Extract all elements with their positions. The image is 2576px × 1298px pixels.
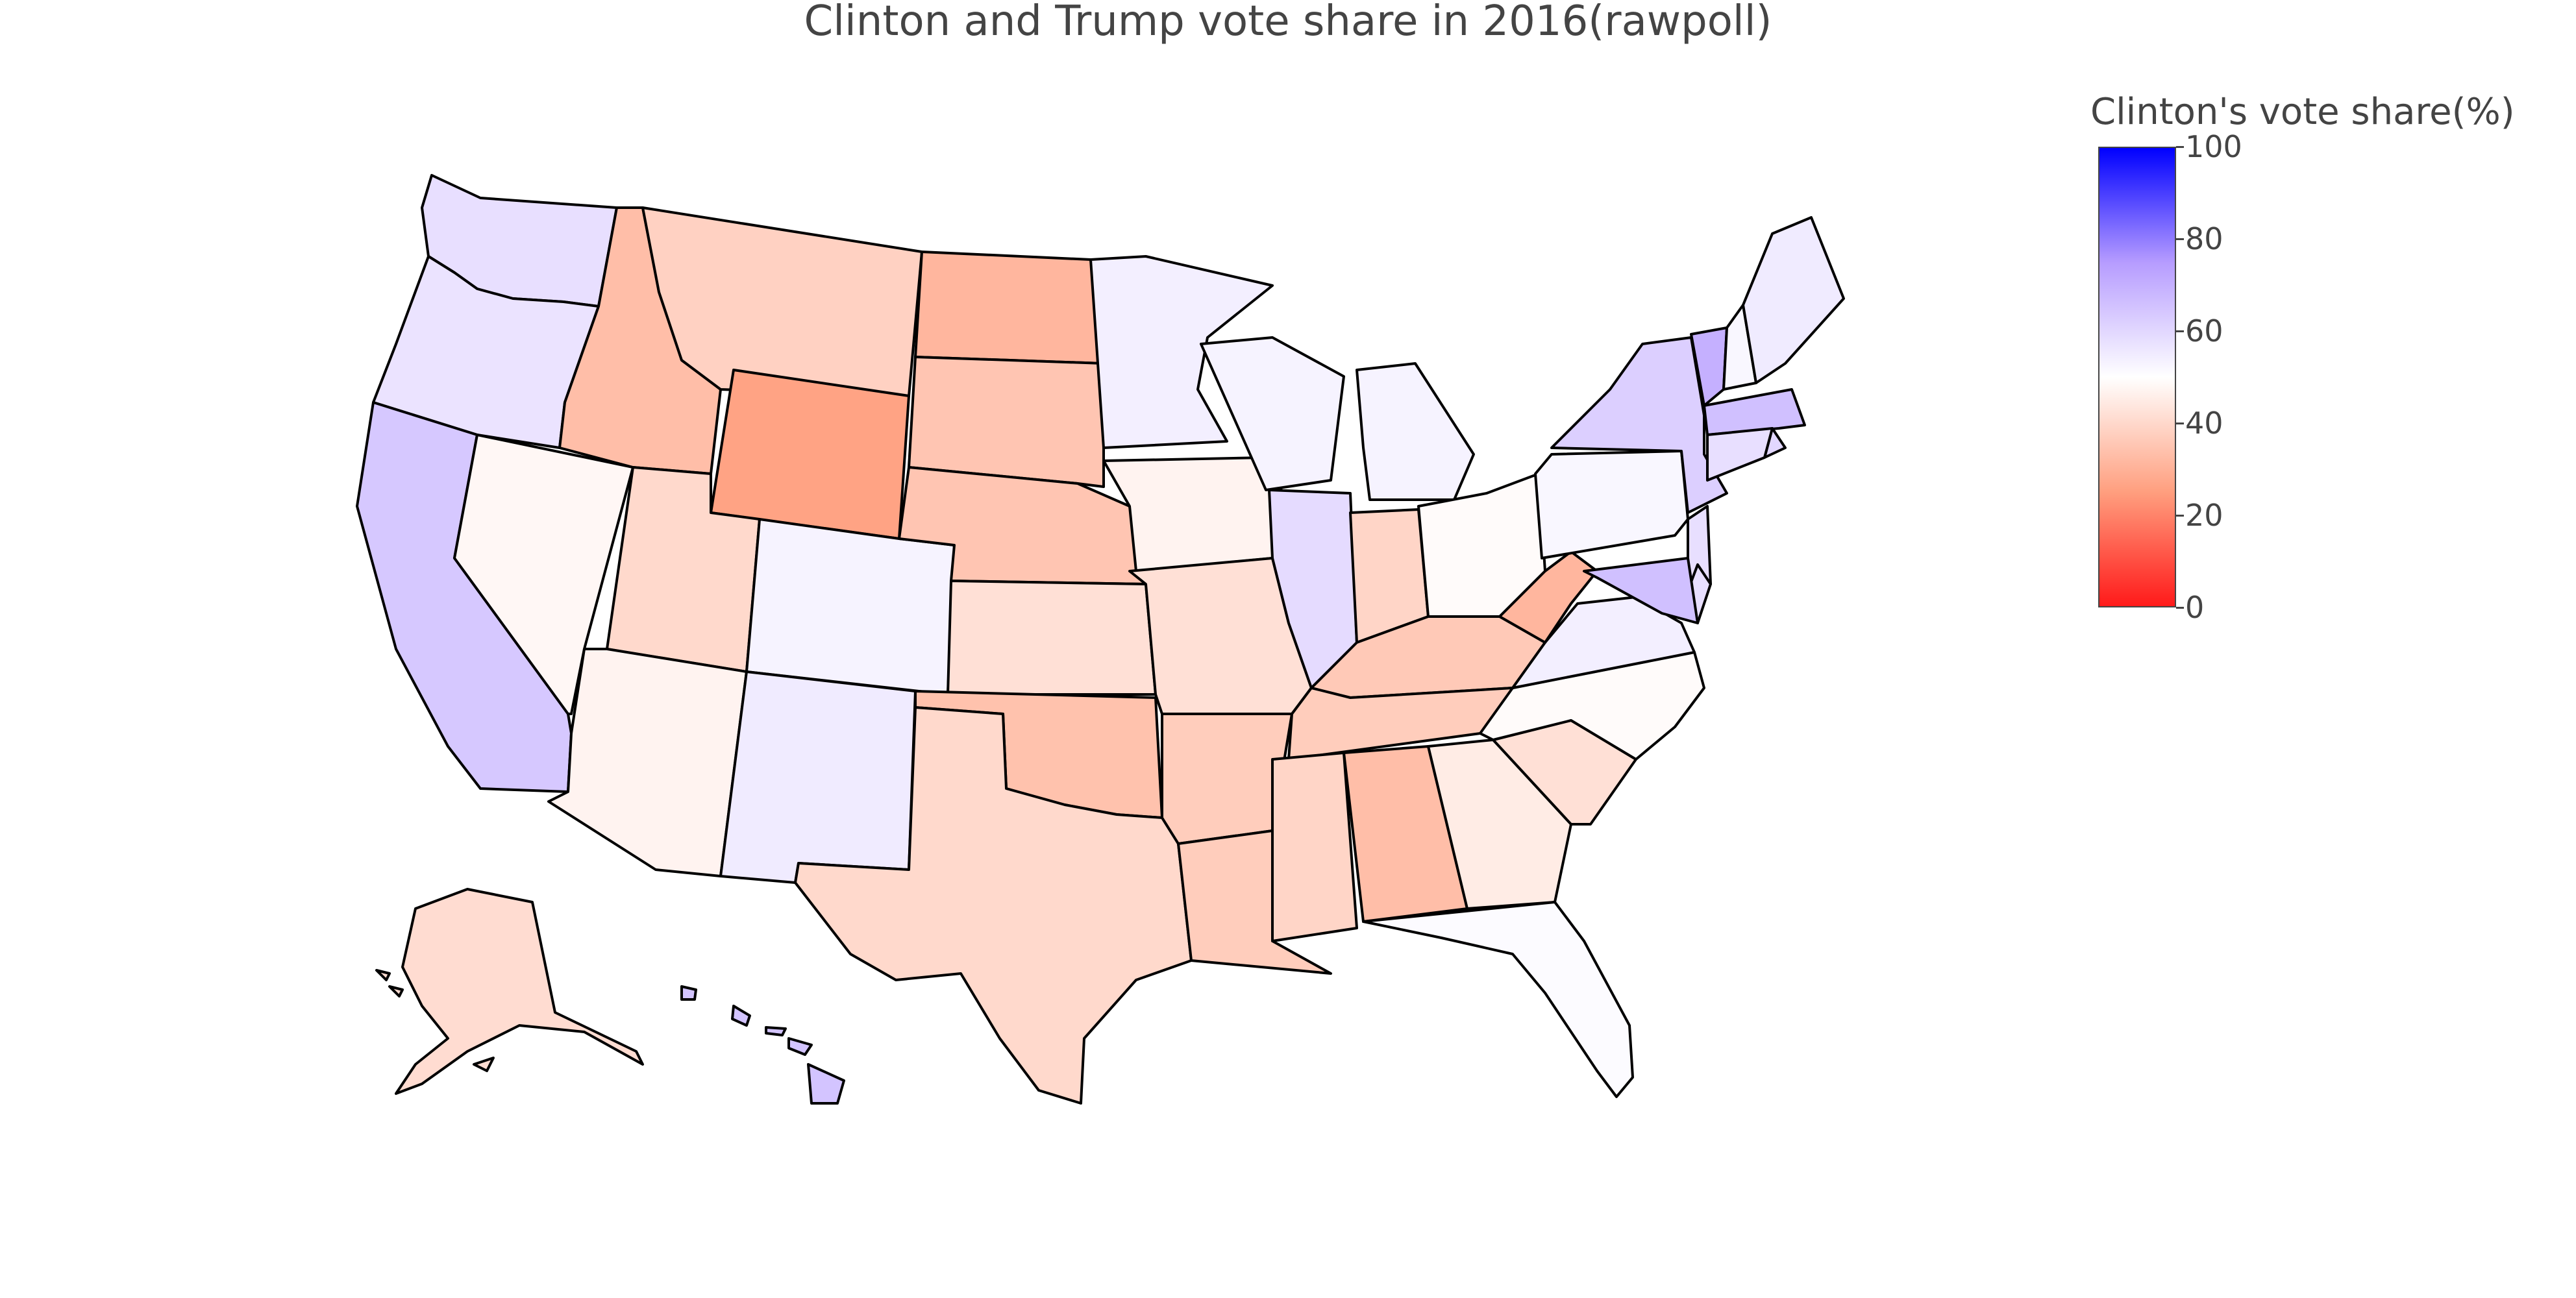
state-shape-tx <box>794 706 1193 1105</box>
colorbar-tick-label: 100 <box>2185 129 2242 164</box>
state-shape-ak <box>395 888 644 1095</box>
state-nd <box>914 251 1105 365</box>
state-shape-nm <box>719 670 917 884</box>
state-shape-ak <box>375 969 391 981</box>
state-tx <box>794 706 1193 1105</box>
colorbar-tick-label: 0 <box>2185 590 2205 625</box>
state-mn <box>1089 255 1274 449</box>
state-ak <box>375 888 644 1095</box>
state-shape-ak <box>473 1057 495 1072</box>
state-wy <box>710 369 910 540</box>
state-shape-hi <box>680 985 697 1001</box>
colorbar-tick-mark <box>2176 330 2184 332</box>
state-ct <box>1706 427 1774 482</box>
colorbar-tick-mark <box>2176 515 2184 517</box>
state-shape-la <box>1177 829 1332 975</box>
state-mi <box>1356 362 1475 501</box>
state-shape-ks <box>947 580 1157 696</box>
state-shape-hi <box>731 1005 751 1027</box>
colorbar-tick-label: 40 <box>2185 406 2223 441</box>
state-shape-md <box>1583 557 1699 624</box>
state-hi <box>680 985 845 1105</box>
state-nc <box>1479 651 1705 761</box>
state-shape-ma <box>1703 388 1806 436</box>
state-shape-hi <box>787 1037 813 1056</box>
state-shape-fl <box>1362 901 1634 1098</box>
state-pa <box>1534 450 1689 559</box>
state-ms <box>1271 752 1358 942</box>
colorbar-tick-label: 60 <box>2185 313 2223 349</box>
state-sd <box>908 356 1105 488</box>
state-shape-co <box>745 518 956 696</box>
state-shape-nc <box>1479 651 1705 761</box>
state-ga <box>1427 739 1572 910</box>
state-co <box>745 518 956 696</box>
state-shape-ms <box>1271 752 1358 942</box>
state-shape-hi <box>765 1026 787 1036</box>
state-shape-ga <box>1427 739 1572 910</box>
state-fl <box>1362 901 1634 1098</box>
colorbar-tick-mark <box>2176 238 2184 240</box>
state-shape-ct <box>1706 427 1774 482</box>
state-md <box>1583 557 1699 624</box>
state-nm <box>719 670 917 884</box>
colorbar-gradient <box>2098 147 2176 607</box>
state-shape-ak <box>388 985 404 998</box>
state-shape-mi <box>1356 362 1475 501</box>
state-shape-mn <box>1089 255 1274 449</box>
state-me <box>1742 216 1845 384</box>
state-shape-sd <box>908 356 1105 488</box>
colorbar-title: Clinton's vote share(%) <box>2090 91 2515 133</box>
colorbar-tick-label: 80 <box>2185 221 2223 256</box>
colorbar-legend: Clinton's vote share(%) 0 20 40 60 80 100 <box>2090 91 2571 623</box>
state-la <box>1177 829 1332 975</box>
state-shape-pa <box>1534 450 1689 559</box>
state-shape-wi <box>1200 336 1345 491</box>
state-shape-me <box>1742 216 1845 384</box>
state-ks <box>947 580 1157 696</box>
state-shape-wy <box>710 369 910 540</box>
colorbar-tick-mark <box>2176 607 2184 609</box>
state-shape-nd <box>914 251 1105 365</box>
colorbar-tick-mark <box>2176 422 2184 424</box>
colorbar-tick-mark <box>2176 146 2184 148</box>
state-shape-ny <box>1550 336 1728 514</box>
state-shape-az <box>547 648 748 877</box>
colorbar-tick-label: 20 <box>2185 498 2223 533</box>
state-ny <box>1550 336 1728 514</box>
state-wi <box>1200 336 1345 491</box>
state-shape-hi <box>807 1063 845 1105</box>
chart-title: Clinton and Trump vote share in 2016(raw… <box>804 0 1772 45</box>
state-az <box>547 648 748 877</box>
state-ma <box>1703 388 1806 436</box>
